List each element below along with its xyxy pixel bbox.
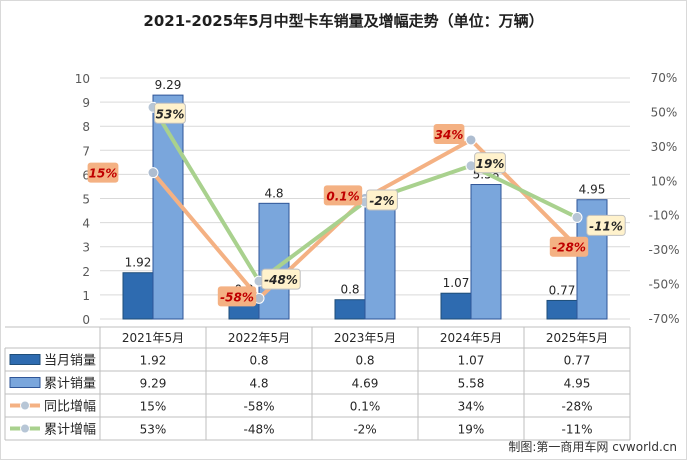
yoy-growth-value-label: -58% — [220, 290, 254, 304]
cumulative-sales-bar — [364, 205, 396, 320]
table-cell-value: 34% — [458, 400, 485, 414]
chart-title: 2021-2025年5月中型卡车销量及增幅走势（单位：万辆） — [143, 12, 544, 30]
yoy-growth-marker — [147, 167, 159, 179]
category-label: 2021年5月 — [122, 331, 184, 345]
table-cell-value: 0.8 — [249, 354, 268, 368]
cumulative-growth-label-box — [474, 152, 506, 174]
cumulative-growth-label-box — [154, 102, 186, 124]
right-axis-tick-label: -30% — [648, 243, 679, 257]
left-axis-tick-label: 9 — [82, 96, 90, 110]
cumulative-growth-value-label: -2% — [369, 194, 394, 208]
left-axis-tick-label: 1 — [82, 289, 90, 303]
legend-series-name: 同比增幅 — [44, 400, 96, 415]
right-axis-tick-label: 50% — [651, 105, 678, 119]
left-axis-tick-label: 3 — [82, 241, 90, 255]
table-cell-value: 1.07 — [458, 354, 485, 368]
legend-marker — [20, 423, 30, 434]
yoy-growth-label-box — [87, 162, 119, 183]
legend-swatch — [9, 377, 41, 388]
table-cell-value: -11% — [561, 423, 592, 437]
right-axis-tick-label: -10% — [648, 209, 679, 223]
cumulative-growth-marker — [571, 211, 583, 223]
right-axis-tick-label: 70% — [651, 71, 678, 85]
left-axis-tick-label: 0 — [82, 313, 90, 327]
legend-swatch — [9, 354, 41, 365]
table-cell-value: 0.77 — [564, 354, 591, 368]
category-label: 2022年5月 — [228, 331, 290, 345]
table-cell-value: 0.8 — [355, 354, 374, 368]
monthly-sales-bar — [122, 272, 154, 320]
cumulative-sales-value-label: 4.95 — [579, 183, 606, 197]
right-axis-tick-label: 10% — [651, 174, 678, 188]
right-axis-tick-label: -70% — [648, 312, 679, 326]
right-axis-tick-label: -50% — [648, 278, 679, 292]
table-cell-value: 1.92 — [140, 354, 167, 368]
table-cell-value: 4.8 — [249, 377, 268, 391]
yoy-growth-label-box — [433, 123, 465, 144]
cumulative-sales-value-label: 9.29 — [155, 78, 182, 92]
monthly-sales-value-label: 1.92 — [125, 256, 152, 270]
cumulative-growth-label-box — [586, 214, 626, 236]
table-cell-value: -28% — [561, 400, 592, 414]
yoy-growth-value-label: 34% — [435, 128, 464, 142]
table-cell-value: 4.95 — [564, 377, 591, 391]
table-cell-value: -48% — [243, 423, 274, 437]
legend-series-name: 当月销量 — [44, 354, 96, 369]
left-axis-tick-label: 5 — [82, 193, 90, 207]
source-credit: 制图:第一商用车网 cvworld.cn — [508, 440, 677, 454]
category-label: 2024年5月 — [440, 331, 502, 345]
category-label: 2023年5月 — [334, 331, 396, 345]
monthly-sales-value-label: 0.8 — [340, 283, 359, 297]
cumulative-growth-value-label: 53% — [156, 107, 185, 121]
cumulative-growth-value-label: 19% — [476, 157, 505, 171]
monthly-sales-bar — [334, 299, 366, 320]
left-axis-tick-label: 6 — [82, 168, 90, 182]
cumulative-growth-value-label: -11% — [589, 219, 623, 233]
table-cell-value: -58% — [243, 400, 274, 414]
table-cell-value: 0.1% — [350, 400, 381, 414]
table-cell-value: 4.69 — [352, 377, 379, 391]
category-label: 2025年5月 — [546, 331, 608, 345]
legend-marker — [20, 400, 30, 411]
cumulative-growth-value-label: -48% — [264, 273, 298, 287]
cumulative-growth-label-box — [261, 268, 301, 290]
cumulative-sales-value-label: 4.8 — [264, 186, 283, 200]
left-axis-tick-label: 4 — [82, 217, 90, 231]
yoy-growth-label-box — [217, 286, 257, 307]
yoy-growth-value-label: 15% — [89, 167, 118, 181]
right-axis-tick-label: 30% — [651, 140, 678, 154]
legend-series-name: 累计增幅 — [44, 423, 96, 438]
table-cell-value: 5.58 — [458, 377, 485, 391]
left-axis-tick-label: 7 — [82, 144, 90, 158]
monthly-sales-value-label: 0.77 — [549, 283, 576, 297]
left-axis-tick-label: 8 — [82, 120, 90, 134]
yoy-growth-label-box — [323, 185, 363, 206]
cumulative-sales-bar — [470, 184, 502, 320]
monthly-sales-bar — [440, 292, 472, 320]
left-axis-tick-label: 10 — [75, 72, 90, 86]
table-cell-value: 53% — [140, 423, 167, 437]
yoy-growth-label-box — [549, 236, 589, 257]
monthly-sales-bar — [546, 299, 578, 320]
cumulative-growth-label-box — [366, 189, 398, 211]
table-cell-value: 19% — [458, 423, 485, 437]
monthly-sales-value-label: 1.07 — [443, 276, 470, 290]
table-cell-value: 15% — [140, 400, 167, 414]
table-cell-value: 9.29 — [140, 377, 167, 391]
legend-series-name: 累计销量 — [44, 377, 96, 392]
yoy-growth-value-label: -28% — [552, 241, 586, 255]
table-cell-value: -2% — [353, 423, 376, 437]
yoy-growth-value-label: 0.1% — [326, 189, 359, 203]
yoy-growth-marker — [465, 134, 477, 146]
left-axis-tick-label: 2 — [82, 265, 90, 279]
